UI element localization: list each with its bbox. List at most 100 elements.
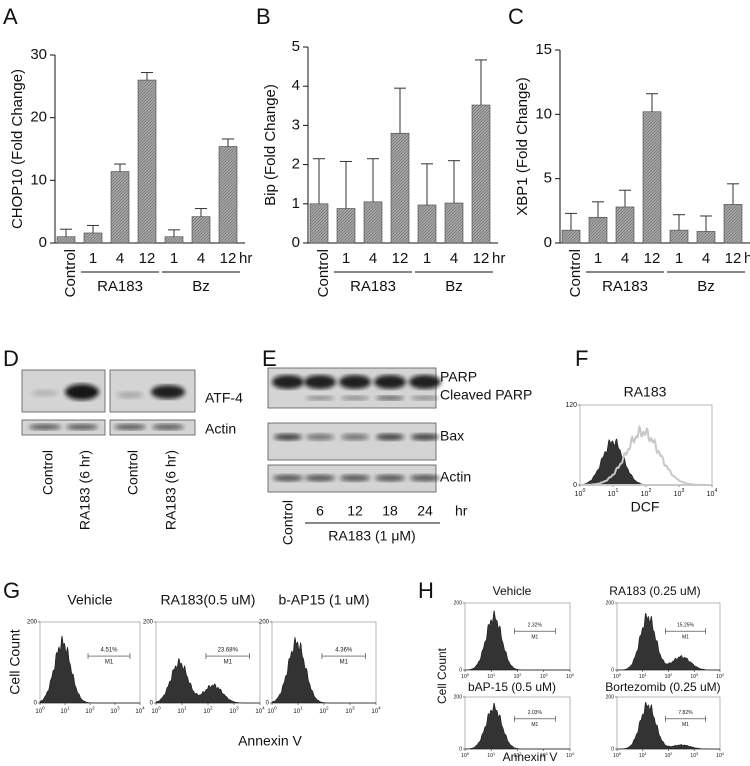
blot-strip	[21, 419, 106, 436]
gate-percent: 2.03%	[528, 710, 543, 716]
histogram	[155, 657, 260, 704]
gate-percent: 7.82%	[678, 710, 693, 716]
x-tick-label: 103	[229, 706, 239, 715]
histogram	[464, 702, 570, 750]
panel-letter: H	[418, 578, 434, 603]
bar-texture	[616, 206, 634, 243]
group-label: RA183	[350, 278, 396, 295]
x-tick-label: 12	[392, 250, 409, 267]
gate-percent: 2.32%	[528, 622, 543, 628]
tick-exponent: 4	[722, 752, 724, 756]
tick-base: 10	[461, 674, 467, 680]
tick-base: 10	[487, 753, 493, 759]
tick-base: 10	[229, 709, 236, 715]
blot-band	[32, 389, 58, 397]
treatment-label: RA183 (1 μM)	[328, 528, 415, 544]
x-tick-label: 104	[371, 706, 381, 715]
y-tick-label: 2	[292, 156, 300, 173]
tick-exponent: 4	[572, 752, 574, 756]
y-tick-label: 1	[292, 195, 300, 212]
histogram	[579, 437, 712, 486]
tick-exponent: 1	[644, 673, 646, 677]
tick-base: 10	[110, 709, 117, 715]
blot-row-label: Cleaved PARP	[440, 387, 532, 403]
group-label: Bz	[192, 278, 210, 295]
x-tick-label: 100	[575, 489, 586, 498]
tick-exponent: 1	[184, 706, 187, 711]
y-tick-label: 0	[459, 667, 462, 673]
x-tick-label: 12	[725, 250, 742, 267]
bar-texture	[337, 208, 355, 243]
tick-base: 10	[665, 674, 671, 680]
blot-band	[339, 375, 371, 389]
tick-base: 10	[690, 674, 696, 680]
y-tick-label: 4	[292, 77, 300, 94]
plot-title: RA183(0.5 uM)	[161, 592, 256, 608]
x-tick-label: 104	[135, 706, 145, 715]
tick-base: 10	[60, 709, 67, 715]
y-tick-label: 20	[30, 109, 47, 126]
y-tick-label: 200	[454, 600, 463, 606]
x-tick-label: Control	[567, 249, 584, 297]
x-tick-label: 1	[675, 250, 683, 267]
y-tick-label: 0	[459, 746, 462, 752]
x-tick-label: 12	[644, 250, 661, 267]
tick-exponent: 4	[572, 673, 574, 677]
gate-marker	[321, 653, 366, 660]
bar-texture	[670, 230, 688, 243]
tick-exponent: 3	[696, 752, 698, 756]
tick-base: 10	[641, 491, 649, 498]
tick-exponent: 3	[236, 706, 239, 711]
lane-label: Control	[280, 500, 296, 545]
blot-band	[305, 474, 335, 482]
tick-base: 10	[716, 753, 722, 759]
x-tick-label: 1	[89, 250, 97, 267]
bar-texture	[310, 203, 328, 243]
blot-band	[151, 385, 185, 399]
blot-band	[114, 424, 146, 430]
bar-texture	[391, 133, 409, 243]
x-tick-label: 12	[139, 250, 156, 267]
y-tick-label: 0	[544, 234, 552, 251]
tick-exponent: 3	[681, 489, 684, 495]
x-tick-label: 103	[674, 489, 685, 498]
blot-band	[410, 474, 440, 482]
gate-label: M1	[105, 660, 114, 666]
lane-label: 6	[316, 503, 324, 519]
histogram-outline	[580, 424, 712, 486]
tick-base: 10	[707, 491, 715, 498]
gate-percent: 15.25%	[677, 622, 695, 628]
tick-base: 10	[293, 709, 300, 715]
x-tick-label: 101	[487, 673, 495, 680]
tick-exponent: 0	[619, 752, 621, 756]
gate-marker	[514, 715, 556, 722]
x-tick-label: 102	[514, 673, 522, 680]
blot-band	[376, 433, 404, 441]
lane-label: Control	[40, 450, 56, 495]
tick-exponent: 4	[714, 489, 717, 495]
y-axis-label: XBP1 (Fold Change)	[514, 77, 531, 215]
x-tick-label: 100	[613, 752, 621, 759]
x-tick-label: 100	[35, 706, 45, 715]
tick-base: 10	[255, 709, 262, 715]
lane-label: 18	[382, 503, 398, 519]
x-tick-label: 1	[170, 250, 178, 267]
tick-base: 10	[540, 753, 546, 759]
plot-title: b-AP15 (1 uM)	[278, 592, 369, 608]
bar-texture	[57, 236, 75, 243]
bar-texture	[219, 146, 237, 243]
y-axis-label: Cell Count	[435, 647, 449, 704]
x-tick-label: 102	[203, 706, 213, 715]
unit-label: hr	[455, 503, 468, 519]
gate-label: M1	[682, 722, 689, 728]
x-tick-label: 103	[345, 706, 355, 715]
x-tick-label: 103	[690, 752, 698, 759]
plot-title: Bortezomib (0.25 uM)	[605, 680, 720, 694]
unit-label: hr	[492, 250, 505, 267]
x-tick-label: 102	[514, 752, 522, 759]
blot-row-label: PARP	[440, 369, 477, 385]
gate-percent: 4.51%	[100, 648, 118, 654]
y-tick-label: 200	[606, 694, 615, 700]
tick-base: 10	[566, 753, 572, 759]
